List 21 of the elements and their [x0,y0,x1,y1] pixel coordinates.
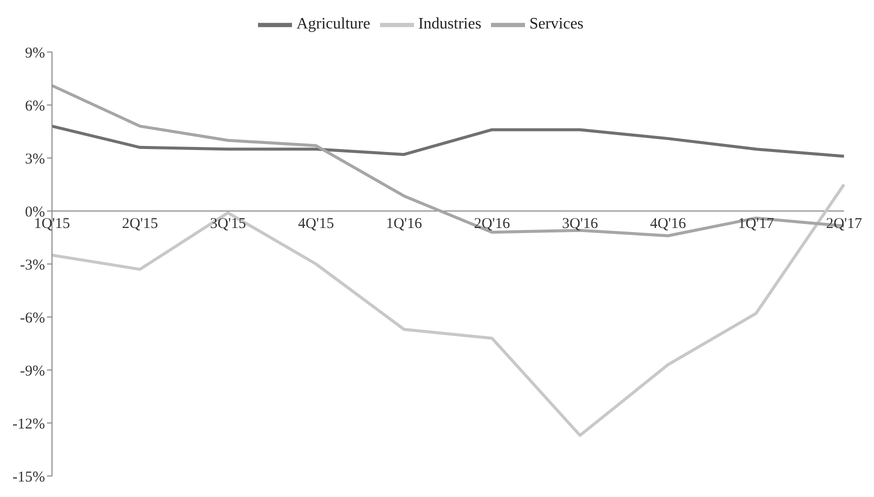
legend-label: Services [529,16,584,33]
y-tick-label: -3% [20,257,45,274]
legend-label: Agriculture [296,16,370,33]
x-tick-label: 2Q'17 [826,216,863,232]
y-tick-label: -12% [12,416,45,432]
y-tick-label: 6% [25,98,45,114]
y-tick-label: -9% [20,363,45,380]
x-tick-label: 2Q'15 [122,216,158,232]
x-tick-label: 3Q'15 [210,216,246,232]
x-tick-label: 2Q'16 [474,216,511,232]
legend-label: Industries [418,16,482,33]
x-tick-label: 4Q'16 [650,216,687,232]
x-tick-label: 4Q'15 [298,216,334,232]
y-tick-label: -15% [12,469,45,486]
line-series [50,124,846,158]
y-tick-label: 3% [25,151,45,168]
x-tick-label: 3Q'16 [562,216,599,232]
x-tick-label: 1Q'17 [738,216,775,232]
x-tick-label: 1Q'16 [386,216,423,232]
y-tick-label: -6% [20,310,45,326]
y-tick-label: 9% [25,45,45,62]
